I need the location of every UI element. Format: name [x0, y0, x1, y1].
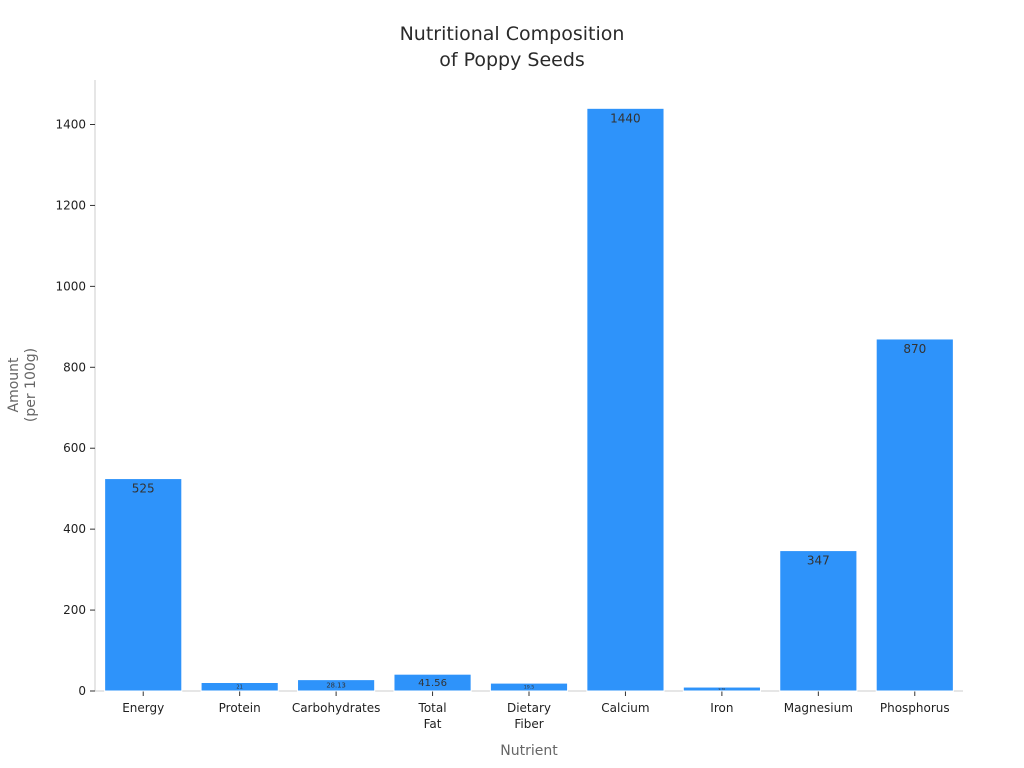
- y-axis: 0 200 400 600 800 1000 1200 1400: [55, 80, 96, 698]
- bar-data-label: 41.56: [418, 678, 447, 689]
- y-tick-label: 600: [63, 441, 86, 455]
- x-tick-label: Calcium: [601, 701, 649, 715]
- bar: [586, 107, 665, 692]
- bar: [489, 682, 569, 692]
- y-axis-title: Amount (per 100g): [6, 348, 39, 422]
- x-axis: Energy Protein Carbohydrates Total Fat Dietar…: [95, 690, 963, 731]
- bar: [200, 682, 279, 692]
- x-tick-label: Protein: [219, 701, 261, 715]
- chart-title-line-2: of Poppy Seeds: [439, 49, 585, 71]
- bar: [779, 550, 858, 692]
- bar: [875, 338, 954, 692]
- y-tick-label: 0: [78, 684, 86, 698]
- y-axis-title-line-2: (per 100g): [23, 348, 39, 422]
- bar-data-label: 1440: [610, 111, 641, 125]
- x-tick-label: Total Fat: [418, 701, 447, 731]
- bar: [104, 478, 183, 692]
- bar-data-label: 19.5: [524, 685, 535, 691]
- y-tick-label: 1400: [55, 118, 86, 132]
- bar-data-label: 870: [903, 342, 926, 356]
- y-tick-label: 1000: [55, 279, 86, 293]
- y-axis-title-line-1: Amount: [6, 357, 22, 413]
- bar-data-label: 21: [236, 685, 242, 691]
- bar: [297, 679, 376, 692]
- y-tick-label: 800: [63, 360, 86, 374]
- bar-data-label: 525: [132, 482, 155, 496]
- x-tick-label: Carbohydrates: [292, 701, 381, 715]
- bar-data-labels: 525 21 28.13 41.56 19.5 1440 9.76 347 870: [132, 111, 926, 691]
- bar: [682, 686, 761, 692]
- bar-data-label: 9.76: [719, 687, 726, 691]
- y-tick-label: 400: [63, 522, 86, 536]
- chart-title-line-1: Nutritional Composition: [400, 23, 625, 45]
- y-tick-label: 200: [63, 603, 86, 617]
- x-tick-label: Dietary Fiber: [507, 701, 551, 731]
- x-tick-label: Magnesium: [784, 701, 853, 715]
- bar: [393, 673, 472, 692]
- y-tick-label: 1200: [55, 198, 86, 212]
- bar-series: [104, 107, 954, 692]
- chart-title: Nutritional Composition of Poppy Seeds: [400, 23, 625, 71]
- x-axis-title: Nutrient: [500, 743, 558, 759]
- bar-data-label: 28.13: [326, 682, 346, 690]
- x-tick-label: Energy: [122, 701, 164, 715]
- x-tick-label: Iron: [710, 701, 733, 715]
- bar-data-label: 347: [807, 554, 830, 568]
- x-tick-label: Phosphorus: [880, 701, 950, 715]
